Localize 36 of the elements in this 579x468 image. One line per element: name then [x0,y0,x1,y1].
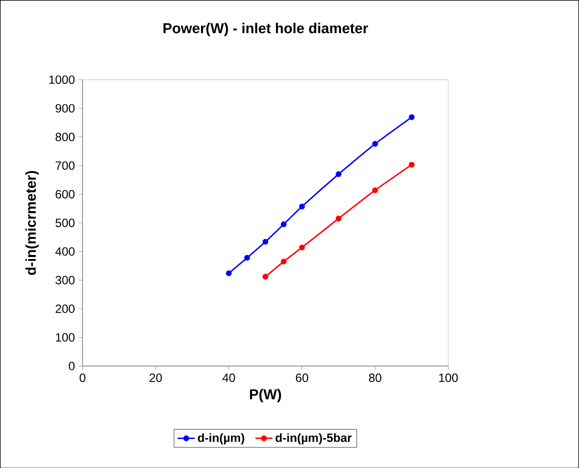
y-tick-label: 100 [56,332,75,342]
point [280,221,287,227]
y-tick-label: 200 [56,304,75,313]
point [262,274,268,280]
x-tick-label: 80 [368,373,382,382]
x-tick-label: 60 [296,373,308,382]
point [226,270,232,276]
y-tick-label: 1000 [49,75,75,84]
point [299,244,305,250]
point [262,238,268,244]
point [280,258,287,264]
x-axis-title: P(W) [250,388,282,402]
x-tick-label: 20 [150,373,162,382]
legend-label: d-in(µm) [198,433,244,444]
y-tick-label: 700 [56,161,75,170]
point [372,140,378,147]
y-tick-label: 500 [56,218,75,227]
x-tick-label: 0 [80,373,86,382]
x-tick-label: 100 [439,373,458,382]
x-tick-label: 40 [222,373,236,382]
chart-title: Power(W) - inlet hole diameter [164,22,368,36]
y-tick-label: 800 [56,132,75,141]
point [299,203,305,210]
point [372,187,378,193]
y-tick-label: 400 [55,247,75,256]
y-tick-label: 600 [56,190,75,198]
y-axis-title: d-in(micrmeter) [25,170,39,275]
y-tick-label: 300 [56,276,75,284]
legend-label: d-in(µm)-5bar [276,433,352,444]
point [336,171,342,177]
y-tick-label: 900 [56,104,75,112]
point [336,215,342,222]
point [408,114,415,120]
y-tick-label: 0 [68,362,75,370]
point [244,254,250,260]
point [408,162,415,168]
